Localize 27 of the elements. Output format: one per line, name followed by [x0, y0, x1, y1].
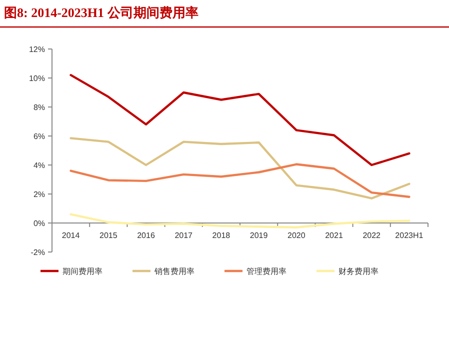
line-series	[70, 137, 410, 200]
y-tick-label: 10%	[28, 74, 45, 83]
x-tick-label: 2020	[288, 231, 306, 240]
y-tick-label: 0%	[33, 219, 45, 228]
x-tick-label: 2015	[100, 231, 118, 240]
x-tick-label: 2019	[250, 231, 268, 240]
x-tick-label: 2016	[137, 231, 156, 240]
line-series	[70, 213, 410, 228]
x-tick-label: 2023H1	[395, 231, 424, 240]
y-tick-label: 8%	[33, 103, 45, 112]
x-tick-label: 2018	[212, 231, 231, 240]
y-tick-label: 6%	[33, 132, 45, 141]
chart-title: 图8: 2014-2023H1 公司期间费用率	[4, 5, 198, 20]
x-tick-label: 2017	[174, 231, 194, 240]
legend-label: 销售费用率	[154, 267, 194, 276]
line-series	[70, 163, 410, 198]
x-tick-label: 2022	[362, 231, 382, 240]
line-series	[70, 74, 410, 166]
x-tick-label: 2014	[62, 231, 80, 240]
legend-label: 期间费用率	[62, 267, 102, 276]
legend-label: 管理费用率	[246, 267, 286, 276]
legend-label: 财务费用率	[338, 267, 378, 276]
y-tick-label: 4%	[33, 161, 45, 170]
y-tick-label: 2%	[33, 190, 45, 199]
x-tick-label: 2021	[325, 231, 344, 240]
y-tick-label: -2%	[30, 248, 45, 257]
y-tick-label: 12%	[28, 45, 45, 54]
